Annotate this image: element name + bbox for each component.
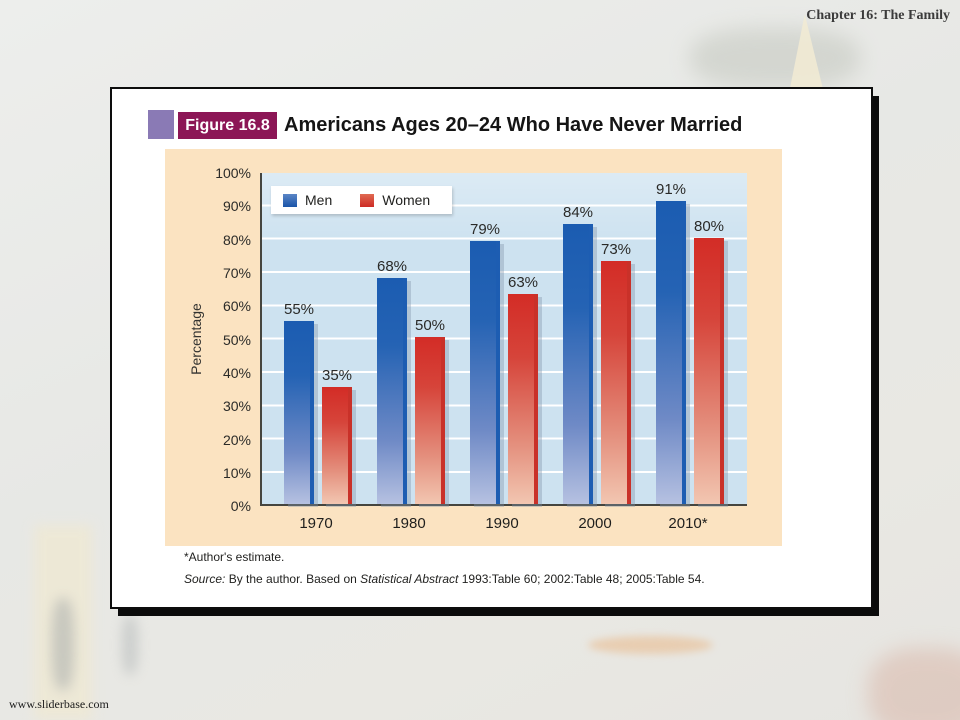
x-tick-label-1980: 1980 — [392, 515, 426, 532]
value-label-women-1970: 35% — [321, 367, 353, 384]
value-label-men-2000: 84% — [562, 204, 594, 221]
source-text: By the author. Based on — [225, 572, 361, 586]
chart-panel: Percentage 100% 90% 80% 70% 60% 50% 40% 30% 20% 1… — [165, 149, 782, 546]
legend-label-men: Men — [305, 192, 333, 208]
bar-men-2000 — [563, 224, 593, 504]
x-tick-label-1990: 1990 — [485, 515, 519, 532]
source-label: Source: — [184, 572, 226, 586]
y-tick-label: 0% — [230, 498, 251, 515]
bar-women-1980 — [415, 337, 445, 504]
legend-item-women: Women — [360, 192, 430, 208]
figure-title: Americans Ages 20–24 Who Have Never Marr… — [284, 114, 743, 136]
background-kayak-hull — [588, 636, 713, 654]
value-label-men-1980: 68% — [376, 258, 408, 275]
watermark: www.sliderbase.com — [9, 697, 109, 711]
y-tick-label: 40% — [222, 364, 251, 381]
value-label-men-2010*: 91% — [655, 181, 687, 198]
decorative-purple-square — [148, 110, 174, 139]
y-tick-label: 10% — [222, 464, 251, 481]
y-tick-label: 20% — [222, 431, 251, 448]
legend-item-men: Men — [283, 192, 332, 208]
bar-women-2010* — [694, 238, 724, 504]
plot-area: Men Women 55% 35% 68% 50% 79% 63% 84% 73% 91% 80% — [260, 173, 747, 506]
source-book-title: Statistical Abstract — [360, 572, 459, 586]
legend-swatch-women — [360, 193, 375, 207]
bar-women-1970 — [322, 387, 352, 504]
y-tick-label: 30% — [222, 398, 251, 415]
bar-men-2010* — [656, 201, 686, 504]
value-label-women-2010*: 80% — [693, 218, 725, 235]
figure-badge: Figure 16.8 — [178, 112, 277, 139]
legend-label-women: Women — [382, 192, 431, 208]
value-label-men-1970: 55% — [283, 301, 315, 318]
background-paddle-2 — [122, 615, 138, 675]
y-tick-label: 100% — [215, 165, 251, 181]
legend-swatch-men — [283, 193, 297, 207]
chapter-header: Chapter 16: The Family — [806, 8, 950, 23]
chart-legend: Men Women — [271, 186, 453, 214]
figure-card: Figure 16.8 Americans Ages 20–24 Who Hav… — [110, 87, 873, 609]
y-tick-label: 60% — [222, 298, 251, 315]
bar-men-1980 — [377, 278, 407, 504]
bar-men-1990 — [470, 241, 500, 504]
y-tick-label: 80% — [222, 231, 251, 248]
x-tick-label-1970: 1970 — [299, 515, 333, 532]
x-tick-label-2010*: 2010* — [668, 515, 708, 532]
bar-women-2000 — [601, 261, 631, 504]
x-tick-label-2000: 2000 — [578, 515, 612, 532]
y-tick-label: 70% — [222, 264, 251, 281]
figure-footnote: *Author's estimate. — [184, 550, 285, 564]
value-label-women-1980: 50% — [414, 317, 446, 334]
background-kayak-strip — [34, 525, 92, 720]
value-label-women-1990: 63% — [507, 274, 539, 291]
value-label-men-1990: 79% — [469, 221, 501, 238]
value-label-women-2000: 73% — [600, 241, 632, 258]
background-trees — [690, 28, 860, 88]
figure-source: Source: By the author. Based on Statisti… — [184, 572, 705, 586]
background-paddle — [52, 598, 74, 690]
source-tables: 1993:Table 60; 2002:Table 48; 2005:Table… — [458, 572, 705, 586]
bar-women-1990 — [508, 294, 538, 504]
bar-men-1970 — [284, 321, 314, 504]
background-red-blob — [868, 648, 960, 720]
y-tick-label: 50% — [222, 331, 251, 348]
y-tick-label: 90% — [222, 198, 251, 215]
